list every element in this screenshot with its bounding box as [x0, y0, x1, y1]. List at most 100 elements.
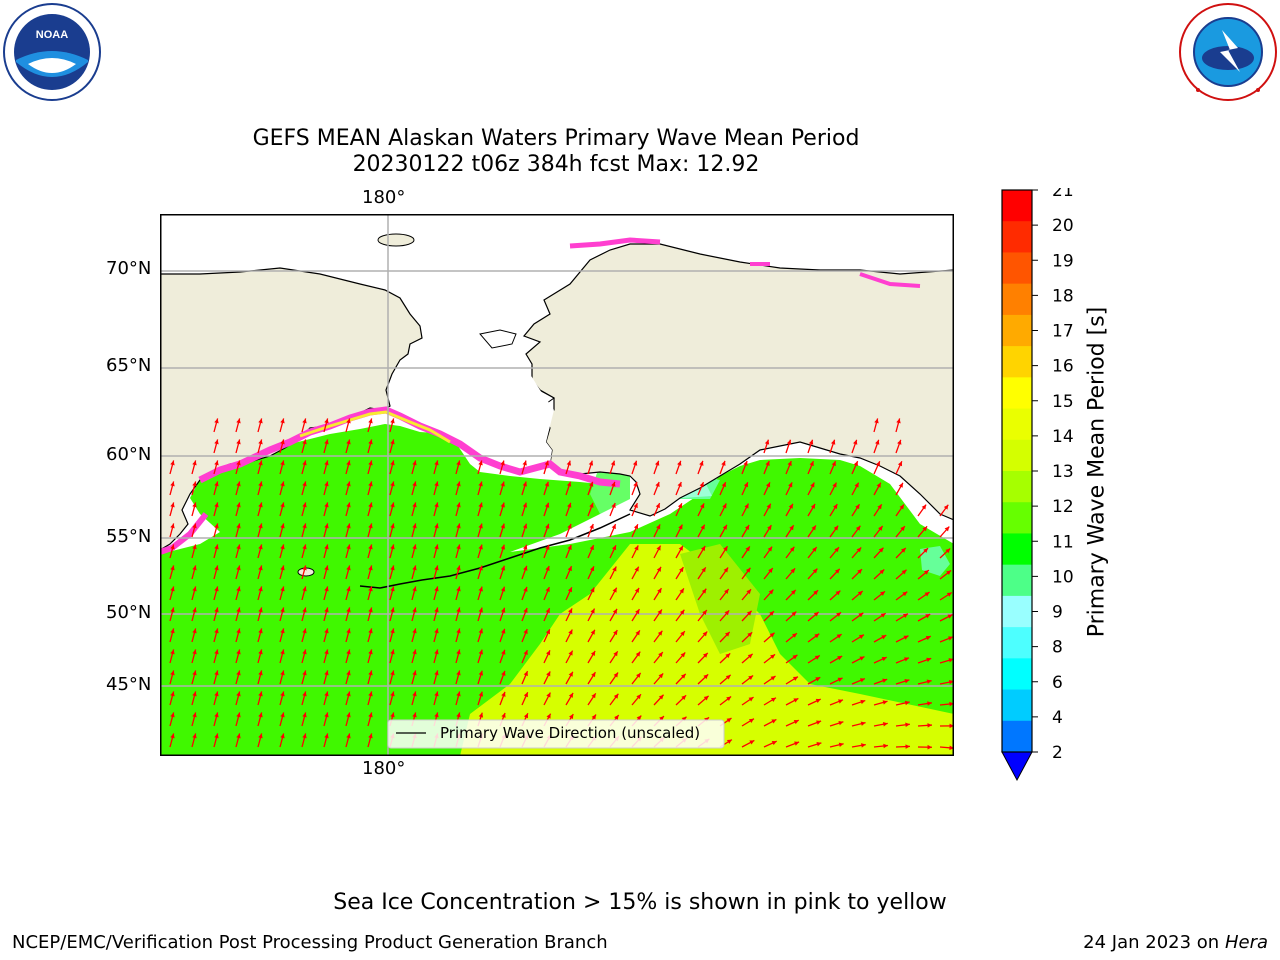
wave-arrow-head — [501, 691, 506, 697]
wave-arrow-head — [324, 439, 329, 445]
sea-ice-note: Sea Ice Concentration > 15% is shown in … — [333, 890, 947, 915]
wave-arrow-head — [567, 566, 572, 572]
wave-arrow-head — [368, 523, 373, 529]
wave-arrow-head — [880, 613, 886, 618]
wave-arrow-head — [523, 607, 528, 613]
wave-arrow-head — [501, 670, 506, 676]
wave-arrow-head — [878, 547, 884, 553]
wave-arrow-head — [390, 439, 395, 445]
wave-arrow-head — [346, 460, 351, 466]
wave-arrow-head — [656, 566, 662, 572]
wave-arrow-head — [568, 608, 573, 614]
colorbar-tick-label: 9 — [1052, 603, 1063, 623]
wave-arrow-head — [412, 523, 417, 529]
wave-arrow-head — [546, 692, 551, 698]
wave-arrow-head — [192, 712, 197, 718]
wave-arrow-head — [544, 460, 549, 466]
wave-arrow-head — [788, 482, 793, 488]
colorbar-tick-label: 8 — [1052, 638, 1063, 658]
wave-arrow-head — [302, 439, 307, 445]
wave-arrow-head — [701, 567, 706, 573]
colorbar-tick-label: 19 — [1052, 251, 1074, 271]
wave-arrow-head — [170, 481, 175, 487]
wave-arrow-head — [655, 503, 660, 509]
wave-arrow-head — [214, 502, 219, 508]
wave-arrow-head — [545, 587, 550, 593]
wave-arrow-head — [456, 544, 461, 550]
wave-arrow-head — [214, 670, 219, 676]
wave-arrow-head — [927, 723, 932, 728]
lat-label-50: 50°N — [106, 602, 152, 623]
wave-arrow-head — [192, 670, 197, 676]
wave-arrow-head — [280, 712, 285, 718]
wave-arrow-head — [678, 524, 683, 530]
wave-arrow-head — [523, 671, 528, 677]
wave-arrow-head — [613, 630, 618, 636]
footer-organization: NCEP/EMC/Verification Post Processing Pr… — [12, 932, 608, 953]
wave-arrow-head — [770, 697, 776, 702]
wave-arrow-head — [324, 481, 329, 487]
wave-arrow-head — [723, 546, 728, 552]
wave-arrow-head — [545, 608, 550, 614]
wave-arrow-head — [658, 652, 663, 657]
wave-arrow-head — [478, 670, 484, 676]
colorbar-tick-label: 13 — [1052, 462, 1074, 482]
wave-arrow-head — [302, 586, 307, 592]
wave-arrow-head — [324, 523, 329, 529]
wave-arrow-head — [614, 715, 619, 720]
noaa-logo-text: NOAA — [36, 29, 68, 41]
wave-arrow-head — [611, 524, 616, 530]
wave-arrow-head — [346, 439, 351, 445]
wave-arrow-head — [590, 650, 596, 656]
wave-arrow-head — [566, 481, 572, 487]
wave-arrow-head — [346, 565, 351, 571]
wave-arrow-head — [258, 733, 263, 739]
wave-arrow-head — [545, 523, 550, 529]
wave-arrow-head — [500, 586, 506, 592]
wave-arrow-head — [700, 524, 705, 530]
wave-arrow-head — [678, 545, 683, 551]
wave-arrow-head — [591, 714, 597, 720]
wave-arrow-head — [324, 418, 329, 424]
wave-arrow-head — [258, 586, 263, 592]
wave-arrow-head — [170, 565, 175, 571]
wave-arrow-head — [836, 634, 842, 639]
wave-arrow-head — [324, 586, 329, 592]
wave-arrow-head — [837, 677, 843, 682]
wave-arrow-head — [834, 547, 839, 553]
wave-arrow-head — [589, 481, 594, 487]
wave-arrow-head — [771, 740, 777, 746]
wave-arrow-head — [792, 633, 797, 638]
colorbar-extend-triangle — [1001, 751, 1033, 782]
wave-arrow-head — [478, 523, 483, 529]
wave-arrow-head — [946, 570, 952, 575]
wave-arrow-head — [680, 673, 686, 679]
wave-arrow-head — [456, 691, 461, 697]
wave-arrow-head — [943, 504, 949, 510]
wave-arrow-head — [905, 744, 910, 749]
lat-label-60: 60°N — [106, 444, 152, 465]
wave-arrow-head — [412, 481, 417, 487]
wave-arrow-head — [701, 588, 707, 594]
wave-arrow-head — [258, 670, 263, 676]
wave-arrow-head — [591, 693, 596, 699]
wave-arrow-head — [258, 460, 263, 466]
wave-arrow-head — [478, 544, 483, 550]
colorbar-swatch — [1002, 502, 1032, 534]
wave-arrow-head — [258, 712, 263, 718]
wave-arrow-head — [860, 721, 866, 726]
wave-arrow-head — [793, 698, 799, 703]
wave-arrow-head — [500, 460, 505, 466]
wave-period-map: Primary Wave Direction (unscaled) — [160, 214, 954, 756]
wave-arrow-head — [567, 545, 572, 551]
wave-arrow-head — [857, 590, 863, 596]
wave-arrow-head — [545, 629, 550, 635]
wave-arrow-head — [456, 502, 461, 508]
wave-arrow-head — [522, 481, 527, 487]
wave-arrow-head — [346, 502, 351, 508]
wave-arrow-head — [882, 721, 888, 727]
colorbar-swatch — [1002, 377, 1032, 410]
wave-arrow-head — [808, 439, 814, 445]
wave-arrow-head — [944, 526, 950, 532]
colorbar-tick-label: 4 — [1052, 708, 1063, 728]
